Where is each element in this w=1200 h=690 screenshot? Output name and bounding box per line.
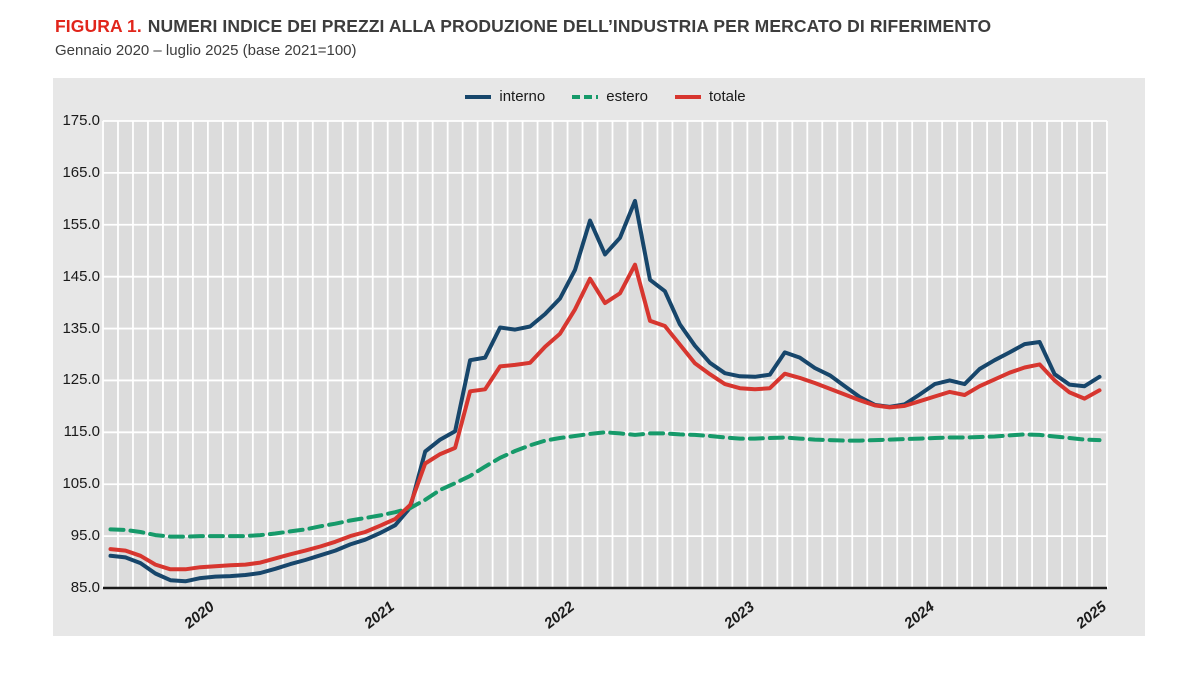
legend-item-estero: estero [571,88,648,105]
y-tick-label: 155.0 [62,215,100,233]
legend-label-totale: totale [708,88,746,105]
series-line-estero [108,430,1102,539]
y-tick-label: 135.0 [62,319,100,337]
y-tick-label: 175.0 [62,112,100,129]
y-tick-label: 95.0 [70,527,100,545]
legend-swatch-interno [465,94,492,99]
legend-label-estero: estero [606,88,648,105]
legend-label-interno: interno [499,88,546,105]
figure-subtitle: Gennaio 2020 – luglio 2025 (base 2021=10… [55,42,357,59]
legend-item-totale: totale [674,88,746,105]
y-tick-label: 105.0 [62,475,100,493]
figure-number-label: FIGURA 1. [55,16,142,36]
y-tick-label: 85.0 [70,579,100,596]
series-line-totale [108,262,1102,572]
legend-swatch-totale [674,94,701,99]
series-line-interno [108,198,1102,584]
legend-swatch-estero [572,94,599,99]
y-tick-label: 125.0 [62,371,100,389]
figure-title: FIGURA 1. NUMERI INDICE DEI PREZZI ALLA P… [55,16,991,37]
chart-legend: interno estero totale [103,88,1107,105]
legend-item-interno: interno [464,88,545,105]
plot-background [103,121,1107,588]
figure-title-text: NUMERI INDICE DEI PREZZI ALLA PRODUZIONE… [147,16,992,36]
y-tick-label: 145.0 [62,267,100,285]
y-tick-label: 115.0 [63,423,100,441]
y-tick-label: 165.0 [62,163,100,181]
